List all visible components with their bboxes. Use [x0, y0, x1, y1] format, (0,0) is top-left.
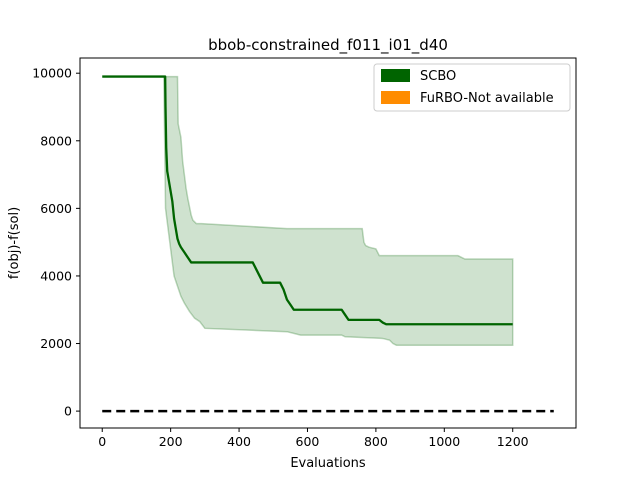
- legend: SCBO FuRBO-Not available: [373, 63, 571, 112]
- y-axis-label: f(obj)-f(sol): [7, 207, 22, 279]
- y-tick-label: 8000: [40, 133, 72, 148]
- y-tick-label: 6000: [40, 201, 72, 216]
- x-axis-label: Evaluations: [290, 456, 366, 471]
- x-tick-label: 0: [98, 434, 106, 449]
- x-tick-label: 1000: [428, 434, 460, 449]
- x-tick-label: 1200: [497, 434, 529, 449]
- y-axis-ticks: 0 2000 4000 6000 8000 10000: [32, 66, 80, 419]
- axes-frame: [79, 57, 577, 429]
- x-tick-label: 400: [227, 434, 251, 449]
- legend-swatch-scbo: [381, 69, 410, 82]
- y-tick-label: 2000: [40, 336, 72, 351]
- legend-box: [373, 63, 571, 112]
- y-tick-label: 0: [64, 404, 72, 419]
- legend-label-scbo: SCBO: [420, 69, 456, 84]
- y-tick-label: 10000: [32, 66, 72, 81]
- legend-swatch-furbo: [381, 91, 410, 104]
- x-axis-ticks: 0 200 400 600 800 1000 1200: [98, 428, 529, 449]
- chart-title: bbob-constrained_f011_i01_d40: [208, 36, 448, 55]
- x-tick-label: 200: [159, 434, 183, 449]
- scbo-confidence-band: [163, 75, 514, 346]
- x-tick-label: 600: [296, 434, 320, 449]
- plot-layer: [102, 75, 554, 413]
- y-tick-label: 4000: [40, 268, 72, 283]
- series-line-scbo: [102, 75, 513, 326]
- x-tick-label: 800: [364, 434, 388, 449]
- legend-label-furbo: FuRBO-Not available: [420, 91, 554, 106]
